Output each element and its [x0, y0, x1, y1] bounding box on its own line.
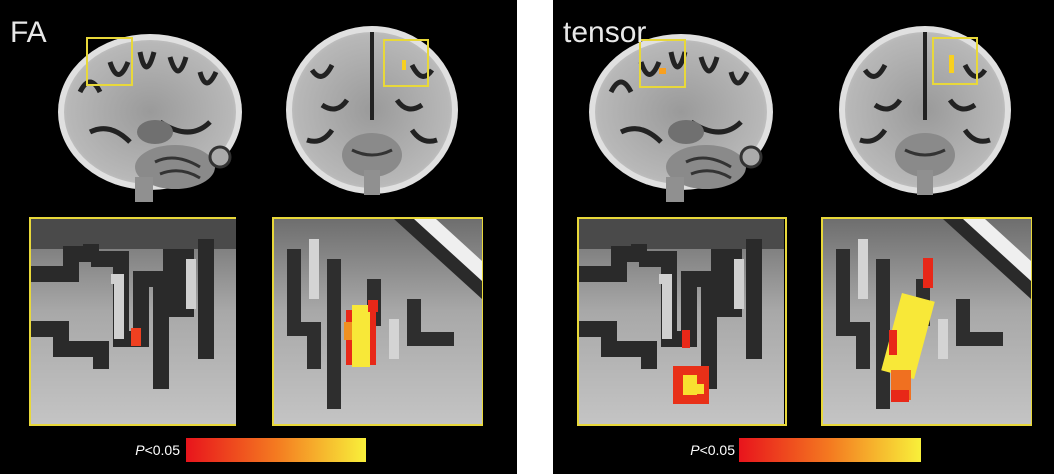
- panel-fa: FA P<0.05: [0, 0, 517, 474]
- panel-label: FA: [10, 16, 47, 49]
- p-threshold: <0.05: [700, 442, 736, 458]
- activation: [344, 300, 378, 367]
- colorbar-label: P<0.05: [690, 442, 735, 458]
- figure: FA P<0.05 tensor P<0.05: [0, 0, 1054, 474]
- colorbar: [739, 438, 921, 462]
- colorbar-label: P<0.05: [135, 442, 180, 458]
- panel-tensor: tensor P<0.05: [553, 0, 1054, 474]
- page: {"panels": [ {"label": "FA", "colorbar":…: [0, 0, 1054, 474]
- colorbar: [186, 438, 366, 462]
- panel-label: tensor: [563, 16, 646, 49]
- p-threshold: <0.05: [145, 442, 181, 458]
